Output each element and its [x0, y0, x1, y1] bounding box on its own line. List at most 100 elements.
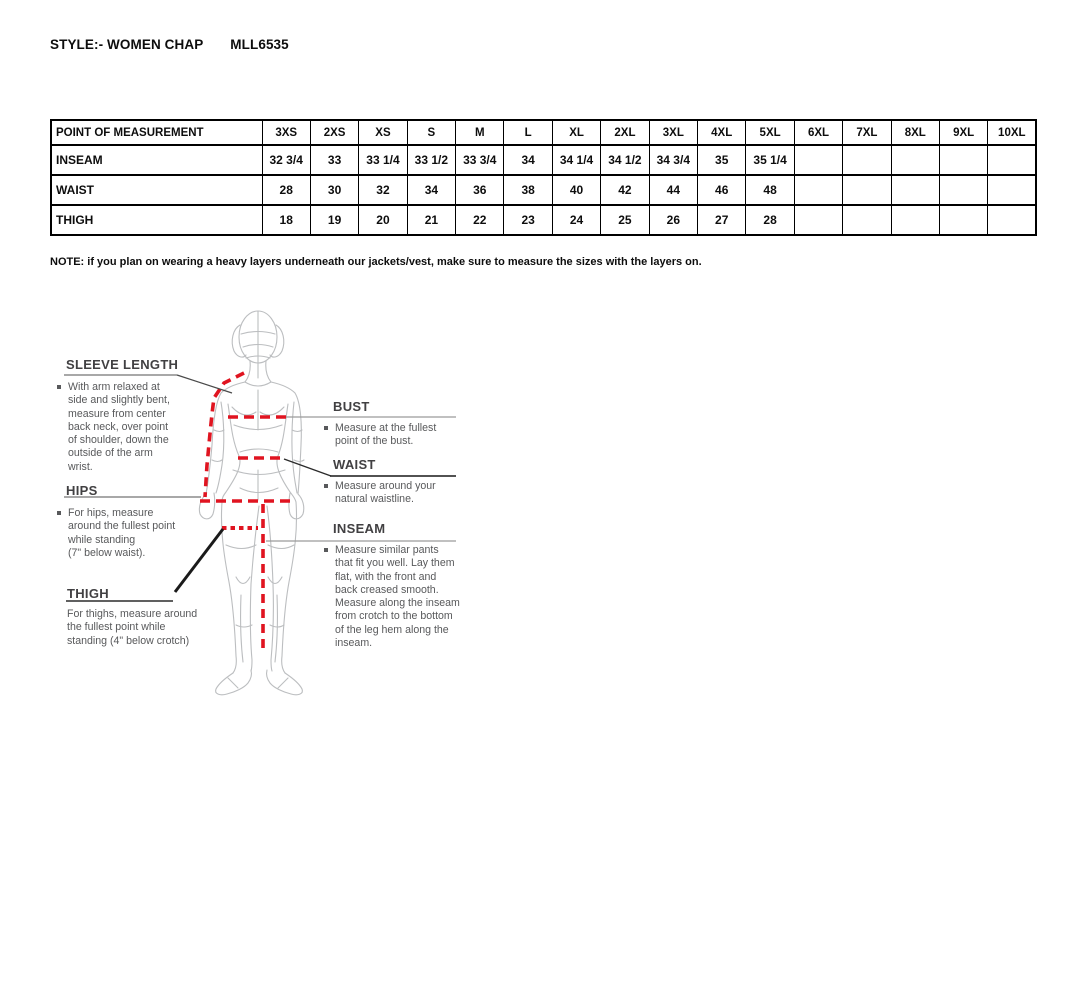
- bust-section: BUST Measure at the fullest point of the…: [323, 399, 473, 449]
- col-header-size: 4XL: [697, 119, 747, 146]
- bullet-icon: [57, 511, 61, 515]
- waist-text: Measure around your natural waistline.: [335, 480, 436, 506]
- col-header-size: L: [503, 119, 553, 146]
- size-value-cell: 30: [309, 174, 360, 206]
- size-value-cell: 33: [309, 144, 360, 176]
- col-header-size: M: [455, 119, 505, 146]
- size-value-cell: 34 1/2: [600, 144, 650, 176]
- size-value-cell: 46: [697, 174, 747, 206]
- col-header-measurement: POINT OF MEASUREMENT: [50, 119, 263, 146]
- col-header-size: S: [406, 119, 457, 146]
- size-value-cell: [793, 204, 844, 236]
- size-value-cell: 34 3/4: [648, 144, 699, 176]
- size-value-cell: 25: [600, 204, 650, 236]
- size-value-cell: 42: [600, 174, 650, 206]
- col-header-size: 9XL: [938, 119, 989, 146]
- size-value-cell: [793, 174, 844, 206]
- size-value-cell: [890, 174, 940, 206]
- size-value-cell: 28: [745, 204, 795, 236]
- size-value-cell: 34: [406, 174, 457, 206]
- size-value-cell: [987, 204, 1037, 236]
- size-value-cell: 34 1/4: [551, 144, 602, 176]
- col-header-size: 7XL: [842, 119, 892, 146]
- hips-section: HIPS For hips, measure around the fulles…: [56, 483, 221, 560]
- size-value-cell: 38: [503, 174, 553, 206]
- size-value-cell: [793, 144, 844, 176]
- size-value-cell: 36: [455, 174, 505, 206]
- size-value-cell: 44: [648, 174, 699, 206]
- col-header-size: 3XS: [261, 119, 311, 146]
- inseam-instruction: Measure similar pants that fit you well.…: [323, 544, 483, 650]
- size-table-body: INSEAM 32 3/4 33 33 1/4 33 1/2 33 3/4 34 34 1/4…: [50, 144, 1037, 236]
- size-value-cell: 32: [358, 174, 408, 206]
- table-header-row: POINT OF MEASUREMENT 3XS 2XS XS S M L XL 2XL 3XL 4…: [50, 119, 1037, 146]
- size-value-cell: [987, 144, 1037, 176]
- note-text: NOTE: if you plan on wearing a heavy lay…: [50, 256, 702, 268]
- size-value-cell: 28: [261, 174, 311, 206]
- row-label: INSEAM: [50, 144, 263, 176]
- bullet-icon: [324, 484, 328, 488]
- hips-text: For hips, measure around the fullest poi…: [68, 507, 176, 559]
- size-value-cell: [890, 204, 940, 236]
- size-value-cell: 18: [261, 204, 311, 236]
- size-value-cell: 34: [503, 144, 553, 176]
- style-label: STYLE:- WOMEN CHAP: [50, 37, 204, 52]
- size-value-cell: [987, 174, 1037, 206]
- inseam-section: INSEAM Measure similar pants that fit yo…: [323, 521, 483, 650]
- size-value-cell: [938, 174, 989, 206]
- size-value-cell: 40: [551, 174, 602, 206]
- inseam-text: Measure similar pants that fit you well.…: [335, 544, 460, 650]
- thigh-heading: THIGH: [67, 586, 109, 601]
- col-header-size: XL: [551, 119, 602, 146]
- size-value-cell: 22: [455, 204, 505, 236]
- bullet-icon: [324, 548, 328, 552]
- size-value-cell: 23: [503, 204, 553, 236]
- bullet-icon: [57, 385, 61, 389]
- sleeve-length-section: SLEEVE LENGTH With arm relaxed at side a…: [56, 357, 221, 474]
- col-header-size: 3XL: [648, 119, 699, 146]
- size-value-cell: 35: [697, 144, 747, 176]
- waist-heading: WAIST: [333, 457, 376, 472]
- col-header-size: 6XL: [793, 119, 844, 146]
- bust-text: Measure at the fullest point of the bust…: [335, 422, 437, 448]
- sleeve-length-instruction: With arm relaxed at side and slightly be…: [56, 381, 221, 474]
- size-value-cell: [938, 204, 989, 236]
- col-header-size: 8XL: [890, 119, 940, 146]
- size-value-cell: 48: [745, 174, 795, 206]
- thigh-instruction: For thighs, measure around the fullest p…: [67, 608, 237, 648]
- table-row: INSEAM 32 3/4 33 33 1/4 33 1/2 33 3/4 34 34 1/4…: [50, 144, 1037, 176]
- waist-section: WAIST Measure around your natural waistl…: [323, 457, 473, 507]
- table-row: WAIST 28 30 32 34 36 38 40 42 44 46 48: [50, 174, 1037, 206]
- size-table: POINT OF MEASUREMENT 3XS 2XS XS S M L XL 2XL 3XL 4…: [50, 119, 1038, 236]
- size-value-cell: [842, 174, 892, 206]
- sleeve-length-heading: SLEEVE LENGTH: [66, 357, 179, 372]
- size-value-cell: 33 1/2: [406, 144, 457, 176]
- row-label: THIGH: [50, 204, 263, 236]
- size-value-cell: [890, 144, 940, 176]
- waist-instruction: Measure around your natural waistline.: [323, 480, 473, 507]
- size-value-cell: 20: [358, 204, 408, 236]
- sleeve-length-text: With arm relaxed at side and slightly be…: [68, 381, 170, 473]
- thigh-section: THIGH For thighs, measure around the ful…: [67, 586, 237, 648]
- size-value-cell: 19: [309, 204, 360, 236]
- thigh-text: For thighs, measure around the fullest p…: [67, 608, 198, 647]
- size-value-cell: [842, 144, 892, 176]
- size-value-cell: 24: [551, 204, 602, 236]
- style-code: MLL6535: [230, 37, 289, 52]
- size-value-cell: 26: [648, 204, 699, 236]
- row-label: WAIST: [50, 174, 263, 206]
- size-value-cell: [842, 204, 892, 236]
- size-value-cell: 32 3/4: [261, 144, 311, 176]
- size-value-cell: [938, 144, 989, 176]
- bust-heading: BUST: [333, 399, 370, 414]
- col-header-size: 5XL: [745, 119, 795, 146]
- inseam-heading: INSEAM: [333, 521, 386, 536]
- col-header-size: 10XL: [987, 119, 1037, 146]
- size-value-cell: 35 1/4: [745, 144, 795, 176]
- col-header-size: 2XL: [600, 119, 650, 146]
- hips-instruction: For hips, measure around the fullest poi…: [56, 507, 221, 560]
- page-title: STYLE:- WOMEN CHAP MLL6535: [50, 37, 289, 52]
- hips-heading: HIPS: [66, 483, 98, 498]
- size-value-cell: 33 3/4: [455, 144, 505, 176]
